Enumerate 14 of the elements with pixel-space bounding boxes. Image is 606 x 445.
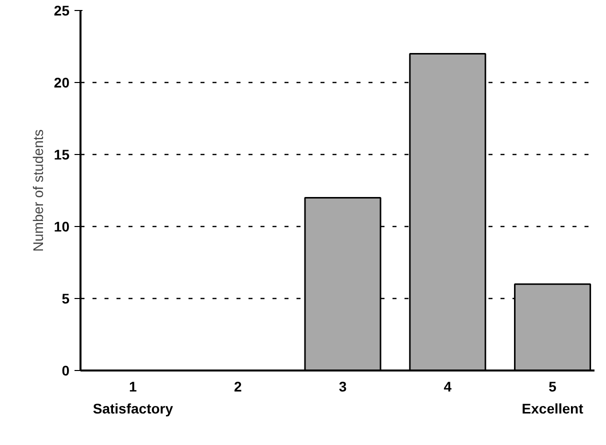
y-tick-label: 0 [62, 362, 70, 378]
text: Excellent [522, 400, 584, 416]
text: Satisfactory [92, 400, 174, 416]
x-tick-label: 4 [444, 378, 452, 394]
x-tick-label: 1 [129, 378, 138, 394]
x-tick-label: 5 [548, 378, 557, 394]
y-axis-title: Number of students [30, 129, 46, 252]
y-tick-label: 20 [54, 74, 70, 90]
y-tick-label: 10 [54, 218, 70, 234]
y-tick-label: 15 [54, 146, 70, 162]
x-tick-label: 2 [234, 378, 242, 394]
x-tick-label: 3 [338, 378, 347, 394]
y-tick-label: 25 [54, 2, 70, 18]
y-tick-label: 5 [62, 290, 70, 306]
